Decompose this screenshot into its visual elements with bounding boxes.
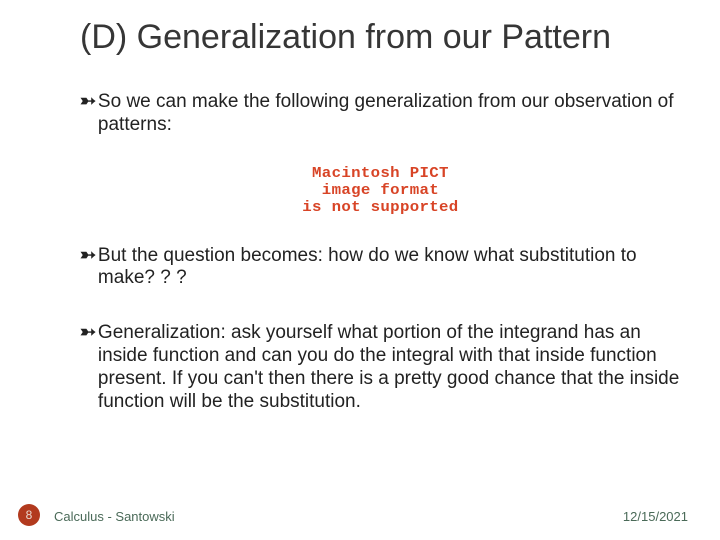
missing-image-placeholder: Macintosh PICT image format is not suppo… — [80, 151, 680, 231]
pict-unsupported-message: Macintosh PICT image format is not suppo… — [302, 165, 458, 217]
slide-number: 8 — [26, 508, 33, 522]
spacer — [80, 298, 680, 322]
bullet-item: ➳ So we can make the following generaliz… — [80, 91, 680, 137]
pict-line: Macintosh PICT — [302, 165, 458, 182]
bullet-item: ➳ Generalization: ask yourself what port… — [80, 322, 680, 413]
pict-line: is not supported — [302, 199, 458, 216]
slide-number-badge: 8 — [18, 504, 40, 526]
slide-title: (D) Generalization from our Pattern — [80, 18, 680, 57]
bullet-item: ➳ But the question becomes: how do we kn… — [80, 245, 680, 291]
footer-author: Calculus - Santowski — [54, 509, 175, 524]
footer-date: 12/15/2021 — [623, 509, 688, 524]
bullet-text: Generalization: ask yourself what portio… — [98, 322, 680, 413]
bullet-list: ➳ So we can make the following generaliz… — [80, 91, 680, 421]
bullet-icon: ➳ — [80, 245, 96, 268]
bullet-text: But the question becomes: how do we know… — [98, 245, 680, 291]
bullet-icon: ➳ — [80, 91, 96, 114]
bullet-icon: ➳ — [80, 322, 96, 345]
pict-line: image format — [302, 182, 458, 199]
slide: (D) Generalization from our Pattern ➳ So… — [0, 0, 720, 540]
slide-footer: 8 Calculus - Santowski 12/15/2021 — [0, 502, 720, 526]
bullet-text: So we can make the following generalizat… — [98, 91, 680, 137]
